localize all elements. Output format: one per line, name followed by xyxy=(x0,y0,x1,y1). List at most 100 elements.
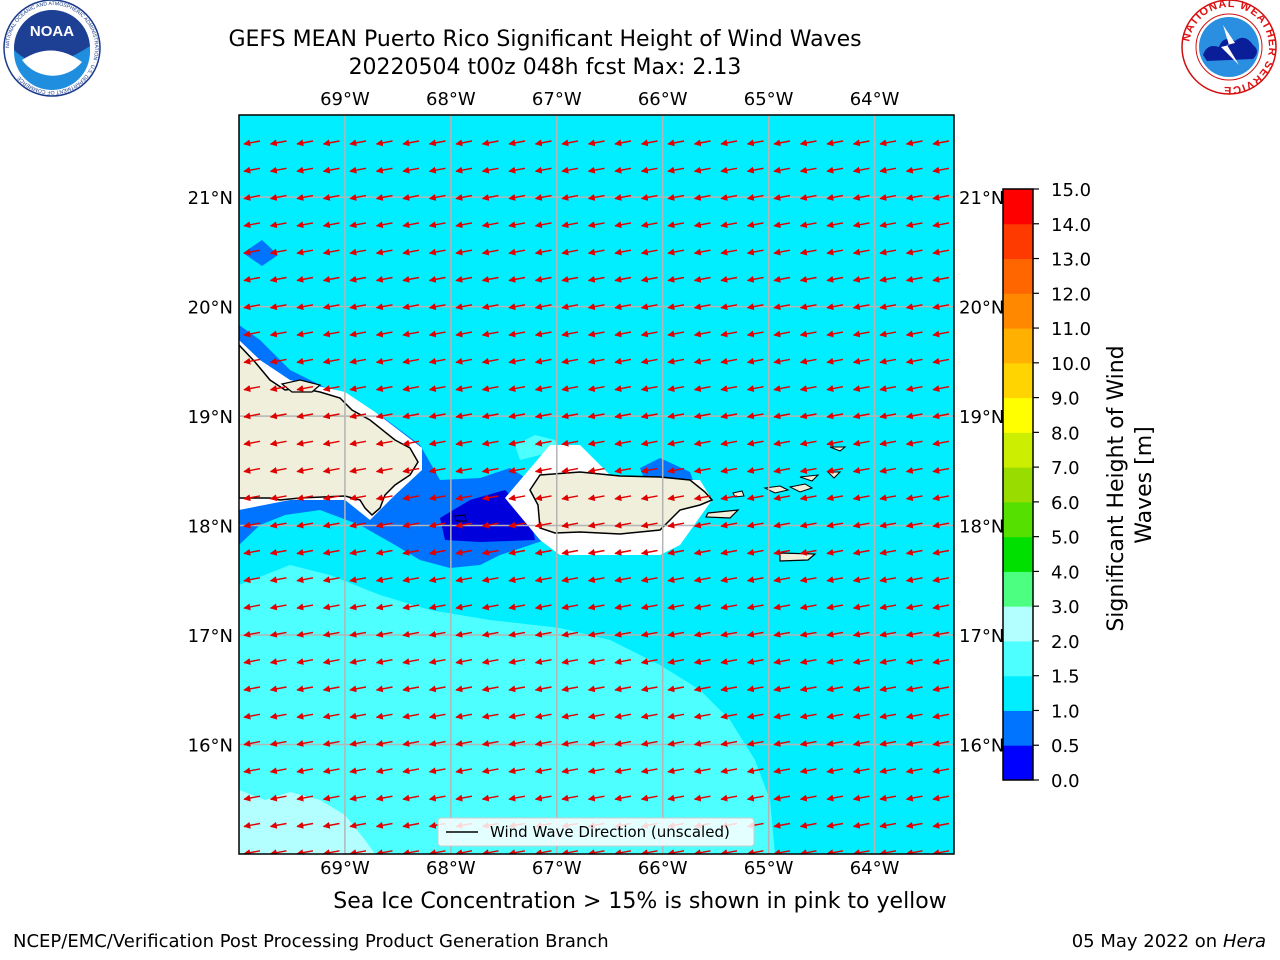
wind-vector xyxy=(640,439,658,447)
wind-vector xyxy=(428,248,446,256)
wind-vector xyxy=(428,548,446,556)
wind-vector xyxy=(481,248,499,256)
wind-vector xyxy=(826,303,844,311)
wind-vector xyxy=(508,303,526,311)
wind-vector xyxy=(587,466,605,474)
wind-vector xyxy=(826,221,844,229)
wind-vector xyxy=(481,330,499,338)
wind-vector xyxy=(905,439,923,447)
wind-vector xyxy=(455,494,473,502)
wind-vector xyxy=(296,821,314,829)
wind-vector xyxy=(746,221,764,229)
colorbar-swatch xyxy=(1003,397,1033,433)
wind-vector xyxy=(243,521,261,529)
colorbar-tick-label: 14.0 xyxy=(1051,215,1091,236)
wind-vector xyxy=(508,466,526,474)
wind-vector xyxy=(773,603,791,611)
chart-subtitle: 20220504 t00z 048h fcst Max: 2.13 xyxy=(348,55,742,80)
wind-vector xyxy=(296,193,314,201)
wind-vector xyxy=(826,248,844,256)
wind-vector xyxy=(879,466,897,474)
wind-vector xyxy=(455,248,473,256)
wind-vector xyxy=(773,357,791,365)
wind-vector xyxy=(243,603,261,611)
wind-vector xyxy=(667,466,685,474)
wind-vector xyxy=(905,166,923,174)
wind-vector xyxy=(402,330,420,338)
wind-vector xyxy=(481,712,499,720)
wind-vector xyxy=(349,494,367,502)
wind-vector xyxy=(402,385,420,392)
wind-vector xyxy=(561,166,579,174)
wind-vector xyxy=(852,412,870,420)
wind-vector xyxy=(587,248,605,256)
wind-vector xyxy=(667,603,685,611)
wind-vector xyxy=(428,576,446,584)
wind-vector xyxy=(773,739,791,747)
wind-vector xyxy=(508,548,526,556)
wind-vector xyxy=(534,221,552,229)
wind-vector xyxy=(375,166,393,174)
wind-vector xyxy=(667,494,685,502)
wind-vector xyxy=(428,193,446,201)
wind-vector xyxy=(349,248,367,256)
lat-label-right: 21°N xyxy=(959,188,1004,209)
wind-vector xyxy=(561,576,579,584)
wind-vector xyxy=(905,739,923,747)
lat-label-right: 18°N xyxy=(959,517,1004,538)
wind-vector xyxy=(269,385,287,392)
wind-vector xyxy=(852,548,870,556)
wind-vector xyxy=(561,658,579,665)
wind-vector xyxy=(375,275,393,283)
wind-vector xyxy=(481,521,499,529)
wind-vector xyxy=(932,794,950,802)
wind-vector xyxy=(799,630,817,638)
wind-vector xyxy=(640,139,658,147)
wind-vector xyxy=(428,330,446,338)
wind-vector xyxy=(296,385,314,392)
wind-vector xyxy=(375,221,393,229)
wind-vector xyxy=(932,603,950,611)
wind-vector xyxy=(455,739,473,747)
wind-vector xyxy=(879,221,897,229)
wind-vector xyxy=(534,248,552,256)
wind-vector xyxy=(402,466,420,474)
wind-vector xyxy=(799,439,817,447)
wind-vector xyxy=(799,494,817,502)
wind-vector xyxy=(852,330,870,338)
wind-vector xyxy=(375,794,393,802)
wind-vector xyxy=(587,794,605,802)
wind-vector xyxy=(322,303,340,311)
wind-vector xyxy=(773,794,791,802)
wind-vector xyxy=(932,385,950,392)
wind-vector xyxy=(455,412,473,420)
wind-vector xyxy=(508,603,526,611)
wind-vector xyxy=(296,494,314,502)
wind-vector xyxy=(375,248,393,256)
wind-vector xyxy=(852,385,870,392)
wind-vector xyxy=(455,767,473,775)
wind-vector xyxy=(375,385,393,392)
wind-vector xyxy=(799,193,817,201)
wind-vector xyxy=(481,603,499,611)
wind-vector xyxy=(455,685,473,693)
wind-vector xyxy=(826,439,844,447)
wind-vector xyxy=(693,385,711,392)
wind-vector xyxy=(932,521,950,529)
wind-vector xyxy=(402,548,420,556)
wind-vector xyxy=(428,767,446,775)
wind-vector xyxy=(879,794,897,802)
wind-vector xyxy=(375,821,393,829)
colorbar-swatch xyxy=(1003,362,1033,399)
wind-vector xyxy=(746,357,764,365)
wind-vector xyxy=(667,767,685,775)
wind-vector xyxy=(826,712,844,720)
wind-vector xyxy=(269,548,287,556)
colorbar-tick-label: 12.0 xyxy=(1051,284,1091,305)
wind-vector xyxy=(826,275,844,283)
wind-vector xyxy=(667,248,685,256)
wind-vector xyxy=(799,303,817,311)
wind-vector xyxy=(481,685,499,693)
wind-vector xyxy=(852,166,870,174)
wind-vector xyxy=(640,357,658,365)
